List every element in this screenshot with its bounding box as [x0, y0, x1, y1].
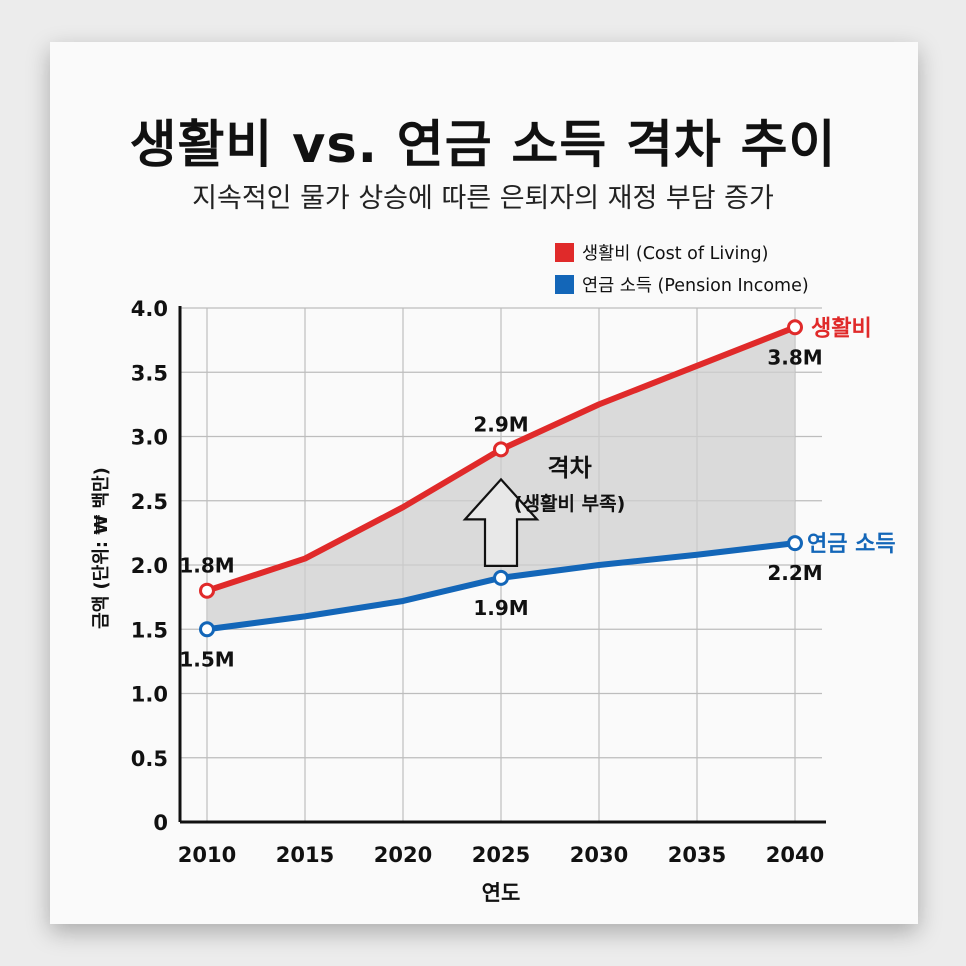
x-tick-label: 2025 [472, 843, 530, 867]
gap-annotation-title: 격차 [548, 454, 592, 482]
x-tick-label: 2035 [668, 843, 726, 867]
x-tick-label: 2015 [276, 843, 334, 867]
gap-annotation-subtitle: (생활비 부족) [514, 493, 625, 515]
y-tick-label: 2.5 [131, 490, 168, 514]
y-tick-label: 0 [153, 811, 168, 835]
data-point-pension [199, 621, 215, 638]
x-tick-label: 2040 [766, 843, 824, 867]
x-tick-label: 2010 [178, 843, 236, 867]
data-point-cost [787, 319, 803, 336]
chart-title: 생활비 vs. 연금 소득 격차 추이 [129, 116, 837, 175]
chart-subtitle: 지속적인 물가 상승에 따른 은퇴자의 재정 부담 증가 [192, 183, 774, 214]
legend-item-cost: 생활비 (Cost of Living) [555, 236, 809, 268]
x-axis-title: 연도 [482, 881, 521, 905]
data-label-pension: 2.2M [767, 561, 822, 585]
y-tick-label: 3.0 [131, 426, 168, 450]
legend-label-cost: 생활비 (Cost of Living) [582, 243, 769, 264]
data-point-pension [787, 535, 803, 552]
data-label-pension: 1.9M [473, 596, 528, 620]
legend-label-pension: 연금 소득 (Pension Income) [582, 275, 809, 296]
data-point-cost [199, 582, 215, 599]
x-tick-label: 2030 [570, 843, 628, 867]
end-label-cost: 생활비 [811, 316, 872, 341]
end-label-pension: 연금 소득 [807, 532, 896, 557]
data-label-pension: 1.5M [179, 647, 234, 671]
gap-arrow-icon [462, 477, 540, 567]
data-point-pension [493, 569, 509, 586]
data-label-cost: 1.8M [179, 554, 234, 578]
x-tick-label: 2020 [374, 843, 432, 867]
legend-swatch-cost [555, 242, 574, 262]
y-tick-label: 1.5 [131, 618, 168, 642]
y-tick-label: 3.5 [131, 361, 168, 385]
data-label-cost: 3.8M [767, 345, 822, 369]
legend-swatch-pension [555, 274, 574, 294]
y-tick-label: 0.5 [131, 747, 168, 771]
y-tick-label: 1.0 [131, 683, 168, 707]
legend: 생활비 (Cost of Living) 연금 소득 (Pension Inco… [555, 236, 809, 300]
data-point-cost [493, 441, 509, 458]
data-label-cost: 2.9M [473, 412, 528, 436]
legend-item-pension: 연금 소득 (Pension Income) [555, 268, 809, 300]
y-tick-label: 2.0 [131, 554, 168, 578]
y-tick-label: 4.0 [131, 297, 168, 321]
y-axis-title: 금액 (단위: ₩ 백만) [91, 467, 112, 629]
